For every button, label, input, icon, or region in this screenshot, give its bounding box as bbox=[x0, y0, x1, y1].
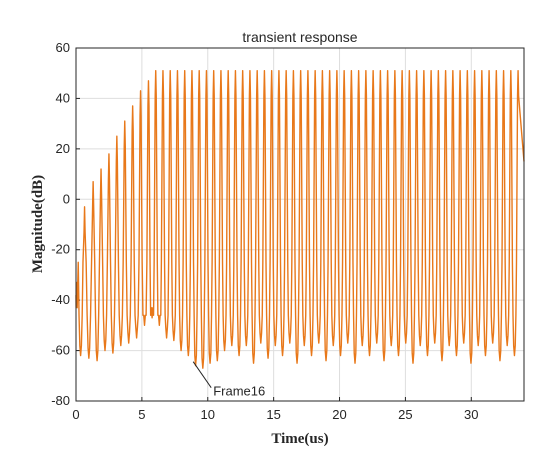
y-tick-label: -20 bbox=[51, 242, 70, 257]
x-tick-label: 25 bbox=[398, 407, 412, 422]
y-tick-label: 20 bbox=[56, 141, 70, 156]
x-tick-label: 30 bbox=[464, 407, 478, 422]
x-tick-label: 15 bbox=[266, 407, 280, 422]
annotation: Frame16 bbox=[192, 361, 265, 399]
y-tick-label: 40 bbox=[56, 90, 70, 105]
y-axis-label: Magnitude(dB) bbox=[30, 175, 46, 273]
y-tick-label: -80 bbox=[51, 393, 70, 408]
x-axis-label: Time(us) bbox=[271, 431, 328, 447]
annotation-leader bbox=[192, 361, 212, 388]
x-tick-label: 0 bbox=[72, 407, 79, 422]
y-tick-label: 60 bbox=[56, 40, 70, 55]
y-tick-label: 0 bbox=[63, 191, 70, 206]
series-line bbox=[75, 69, 525, 369]
x-tick-label: 5 bbox=[138, 407, 145, 422]
y-tick-label: -60 bbox=[51, 343, 70, 358]
x-tick-label: 20 bbox=[332, 407, 346, 422]
plot-area bbox=[75, 69, 525, 369]
chart-title: transient response bbox=[242, 29, 357, 45]
x-axis-ticks: 0 5 10 15 20 25 30 bbox=[72, 397, 479, 422]
annotation-label: Frame16 bbox=[213, 384, 265, 399]
x-tick-label: 10 bbox=[201, 407, 215, 422]
axes-frame bbox=[75, 47, 525, 402]
y-tick-label: -40 bbox=[51, 292, 70, 307]
grid-lines bbox=[76, 48, 524, 401]
